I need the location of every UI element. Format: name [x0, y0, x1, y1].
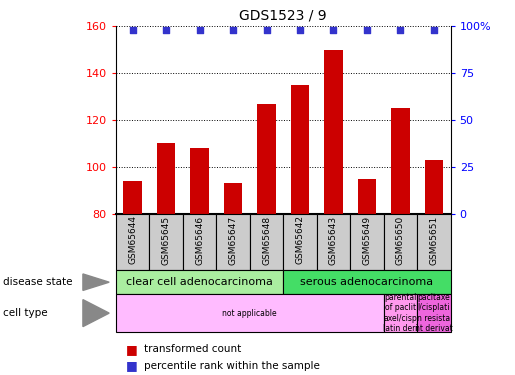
Bar	[116, 214, 149, 270]
Bar	[324, 50, 342, 214]
Bar	[384, 214, 417, 270]
Text: disease state: disease state	[3, 277, 72, 287]
Bar	[384, 294, 417, 332]
Bar	[149, 214, 183, 270]
Bar	[224, 183, 242, 214]
Point	[330, 27, 338, 33]
Bar	[250, 214, 283, 270]
Text: GSM65646: GSM65646	[195, 215, 204, 265]
Point	[128, 27, 136, 33]
Text: GSM65650: GSM65650	[396, 215, 405, 265]
Bar	[350, 214, 384, 270]
Point	[229, 27, 237, 33]
Bar	[358, 178, 376, 214]
Text: parental
of paclit
axel/cisp
latin deri: parental of paclit axel/cisp latin deri	[383, 293, 418, 333]
Bar	[116, 270, 283, 294]
Bar	[183, 214, 216, 270]
Text: clear cell adenocarcinoma: clear cell adenocarcinoma	[126, 277, 273, 287]
Text: ■: ■	[126, 343, 138, 356]
Bar	[191, 148, 209, 214]
Text: GSM65643: GSM65643	[329, 215, 338, 265]
Point	[363, 27, 371, 33]
Bar	[258, 104, 276, 214]
Bar	[317, 214, 350, 270]
Text: GSM65644: GSM65644	[128, 215, 137, 264]
Bar	[391, 108, 409, 214]
Polygon shape	[83, 300, 109, 327]
Text: GSM65649: GSM65649	[363, 215, 371, 265]
Bar	[283, 214, 317, 270]
Point	[196, 27, 204, 33]
Title: GDS1523 / 9: GDS1523 / 9	[239, 8, 327, 22]
Text: percentile rank within the sample: percentile rank within the sample	[144, 361, 320, 370]
Point	[430, 27, 438, 33]
Point	[162, 27, 170, 33]
Text: GSM65645: GSM65645	[162, 215, 170, 265]
Bar	[291, 85, 309, 214]
Point	[262, 27, 271, 33]
Text: serous adenocarcinoma: serous adenocarcinoma	[300, 277, 434, 287]
Point	[296, 27, 304, 33]
Text: transformed count: transformed count	[144, 345, 242, 354]
Text: GSM65651: GSM65651	[430, 215, 438, 265]
Bar	[417, 294, 451, 332]
Text: ■: ■	[126, 359, 138, 372]
Text: GSM65647: GSM65647	[229, 215, 237, 265]
Bar	[124, 181, 142, 214]
Text: pacltaxe
l/cisplati
n resista
nt derivat: pacltaxe l/cisplati n resista nt derivat	[415, 293, 453, 333]
Bar	[116, 294, 384, 332]
Text: not applicable: not applicable	[222, 309, 277, 318]
Text: GSM65648: GSM65648	[262, 215, 271, 265]
Text: cell type: cell type	[3, 308, 47, 318]
Text: GSM65642: GSM65642	[296, 215, 304, 264]
Bar	[216, 214, 250, 270]
Bar	[283, 270, 451, 294]
Bar	[417, 214, 451, 270]
Point	[397, 27, 405, 33]
Polygon shape	[83, 274, 109, 290]
Bar	[425, 160, 443, 214]
Bar	[157, 144, 175, 214]
